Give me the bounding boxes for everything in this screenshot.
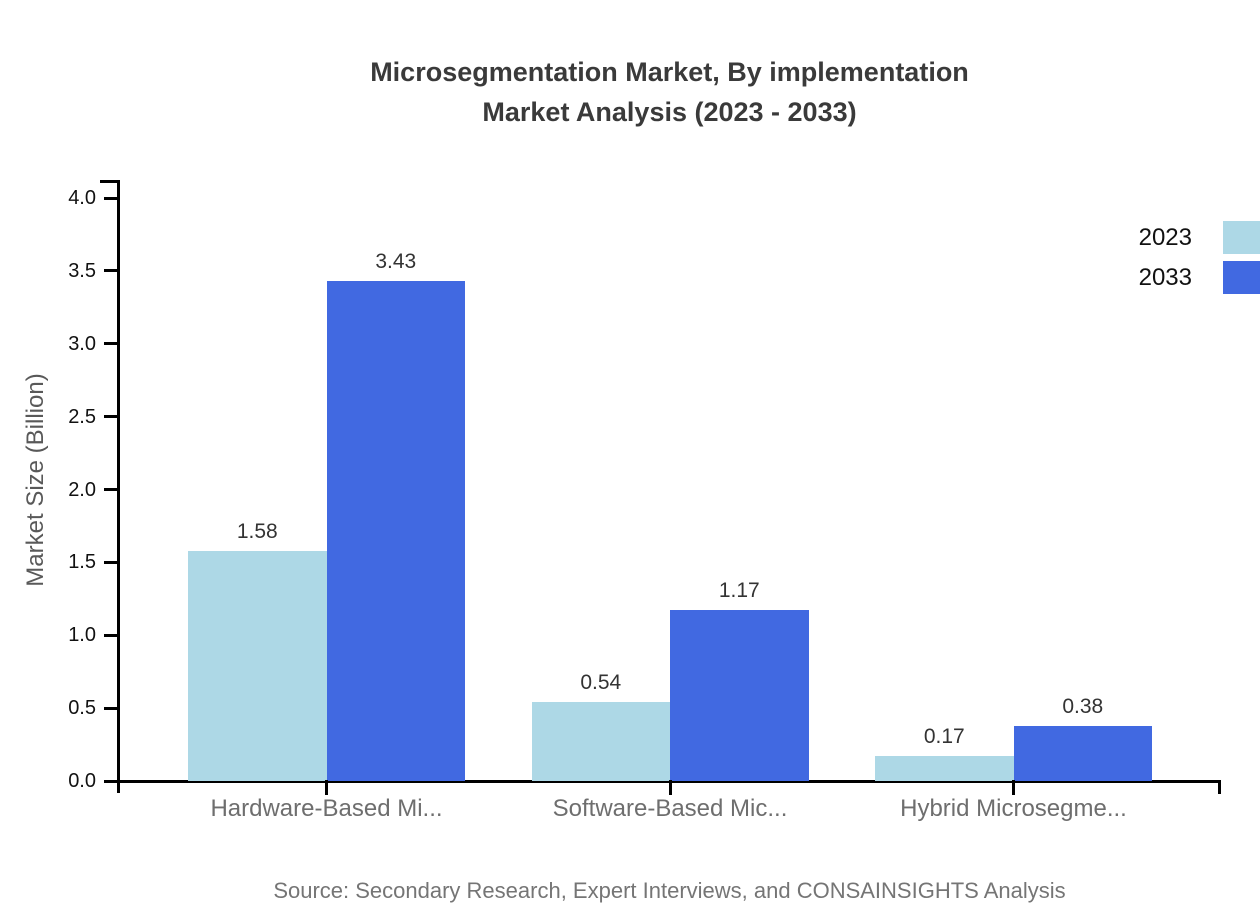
legend-label-2023: 2023 — [1138, 224, 1192, 251]
y-tick-mark — [104, 560, 117, 564]
x-tick-mark — [668, 780, 672, 795]
category-label: Hardware-Based Mi... — [210, 795, 443, 822]
bar-value-label: 0.38 — [1062, 694, 1104, 718]
y-tick-label: 1.0 — [68, 624, 96, 647]
bar-value-label: 1.58 — [236, 519, 278, 543]
y-tick-mark — [104, 779, 117, 783]
bar-2033-category-3 — [1013, 725, 1152, 781]
bar-2023-category-3 — [875, 756, 1014, 781]
bar-value-label: 0.54 — [580, 671, 622, 695]
legend-swatch-2023 — [1223, 221, 1260, 254]
y-tick-label: 2.5 — [68, 405, 96, 428]
x-axis-line — [104, 780, 1221, 783]
bar-value-label: 0.17 — [923, 725, 965, 749]
y-tick-mark — [104, 488, 117, 491]
category-label: Hybrid Microsegme... — [900, 795, 1127, 822]
bar-2023-category-2 — [531, 702, 670, 781]
y-tick-mark — [104, 706, 117, 710]
y-tick-mark — [104, 342, 117, 346]
y-tick-label: 0.0 — [68, 770, 96, 792]
y-tick-label: 1.5 — [68, 551, 96, 574]
y-tick-mark — [104, 196, 117, 200]
y-tick-label: 3.5 — [68, 259, 96, 282]
x-axis-end-cap — [1218, 780, 1221, 794]
bar-value-label: 1.17 — [718, 579, 760, 603]
y-tick-label: 4.0 — [68, 187, 96, 209]
y-axis-line — [117, 180, 120, 793]
chart-title-line1: Microsegmentation Market, By implementat… — [370, 57, 969, 87]
y-tick-mark — [104, 269, 117, 273]
x-tick-mark — [1012, 780, 1015, 795]
legend-label-2033: 2033 — [1138, 264, 1192, 291]
y-axis-end-cap — [100, 180, 117, 183]
x-tick-mark — [325, 780, 328, 795]
legend-swatch-2033 — [1223, 261, 1260, 294]
y-tick-mark — [104, 633, 117, 637]
bar-2033-category-1 — [326, 281, 465, 781]
y-tick-label: 3.0 — [68, 332, 96, 355]
source-text: Source: Secondary Research, Expert Inter… — [273, 878, 1066, 903]
y-tick-mark — [104, 415, 117, 419]
category-label: Software-Based Mic... — [552, 795, 788, 822]
bar-value-label: 3.43 — [375, 250, 417, 274]
bar-2023-category-1 — [188, 550, 327, 781]
y-tick-label: 2.0 — [68, 478, 96, 501]
y-tick-label: 0.5 — [68, 697, 96, 720]
chart-title-line2: Market Analysis (2023 - 2033) — [482, 97, 857, 127]
chart-title: Microsegmentation Market, By implementat… — [118, 52, 1221, 132]
bar-2033-category-2 — [670, 610, 809, 781]
